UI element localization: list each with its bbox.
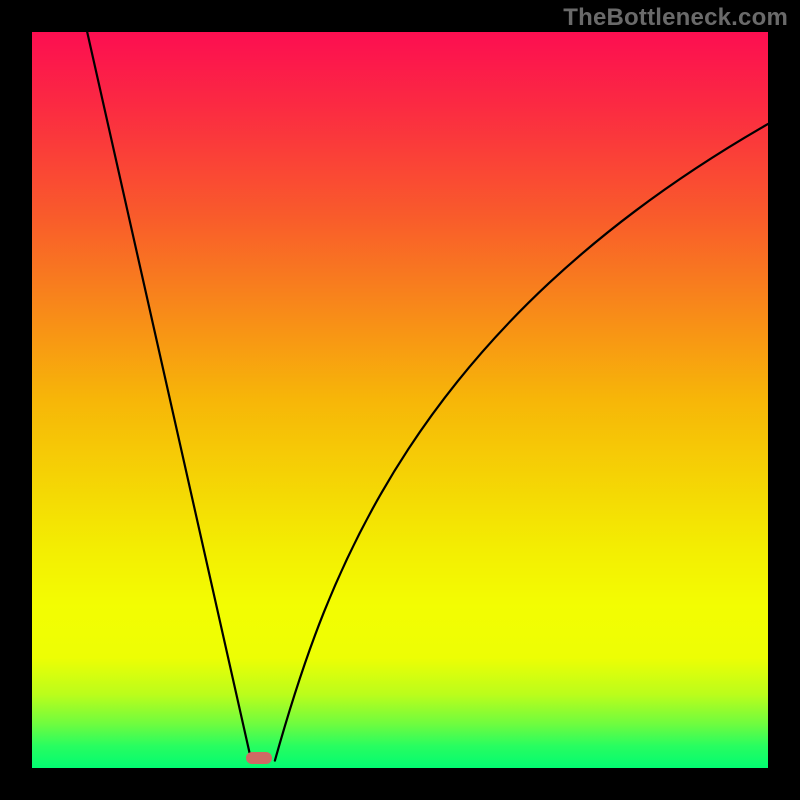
optimal-point-marker <box>246 752 272 764</box>
watermark-text: TheBottleneck.com <box>563 4 788 32</box>
bottleneck-curve <box>32 32 768 768</box>
chart-root: TheBottleneck.com <box>0 0 800 800</box>
